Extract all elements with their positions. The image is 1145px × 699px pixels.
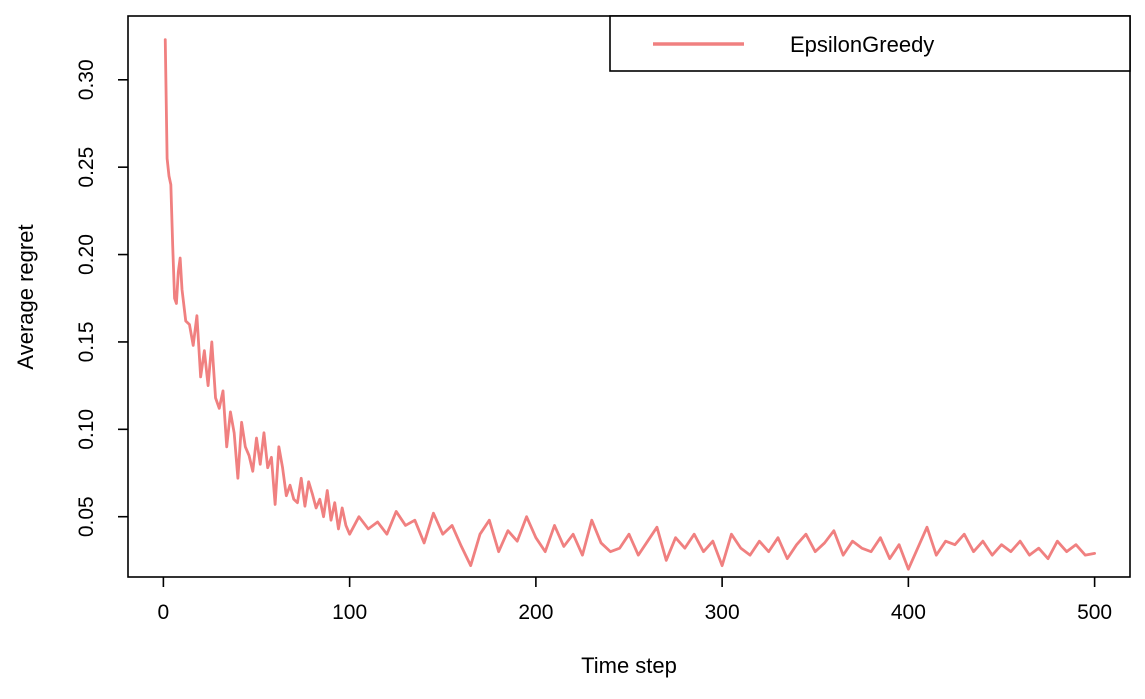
x-tick-label: 0	[158, 601, 170, 624]
x-tick-label: 200	[518, 601, 553, 624]
y-tick-label: 0.05	[75, 496, 98, 537]
series-line-epsilongreedy	[163, 38, 1097, 571]
x-axis-title: Time step	[581, 653, 677, 678]
legend-label: EpsilonGreedy	[790, 32, 934, 57]
series-layer	[163, 38, 1097, 571]
x-tick-label: 300	[705, 601, 740, 624]
x-tick-label: 400	[891, 601, 926, 624]
x-axis: 0 100 200 300 400 500	[158, 577, 1112, 624]
plot-frame	[127, 15, 1131, 578]
legend: EpsilonGreedy	[609, 15, 1131, 72]
y-axis: 0.05 0.10 0.15 0.20 0.25 0.30	[75, 59, 128, 537]
x-tick-label: 100	[332, 601, 367, 624]
y-tick-label: 0.20	[75, 234, 98, 275]
y-tick-label: 0.25	[75, 147, 98, 188]
x-tick-label: 500	[1077, 601, 1112, 624]
y-tick-label: 0.30	[75, 59, 98, 100]
y-axis-title: Average regret	[13, 224, 38, 369]
y-tick-label: 0.10	[75, 409, 98, 450]
y-tick-label: 0.15	[75, 322, 98, 363]
